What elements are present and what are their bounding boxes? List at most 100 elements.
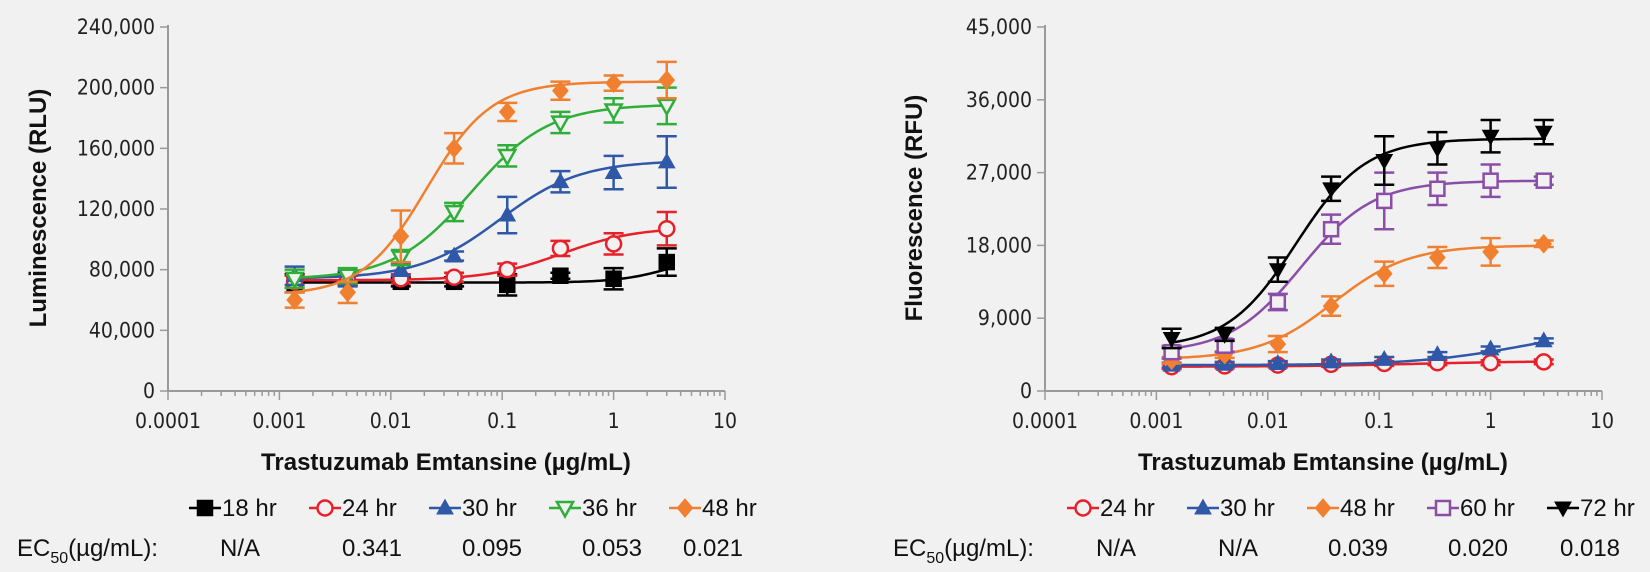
data-point bbox=[1268, 263, 1287, 280]
data-point bbox=[445, 246, 464, 263]
y-tick-label: 9,000 bbox=[978, 306, 1032, 330]
y-axis-title-left: Luminescence (RLU) bbox=[25, 89, 52, 328]
y-tick-label: 120,000 bbox=[77, 197, 155, 221]
series-30-hr bbox=[1161, 331, 1554, 372]
legend-item: 30 hr bbox=[429, 495, 517, 522]
legend-item: 24 hr bbox=[309, 495, 397, 522]
legend-label: 18 hr bbox=[222, 495, 277, 522]
y-tick-label: 240,000 bbox=[77, 15, 155, 39]
x-tick-label: 0.1 bbox=[1364, 409, 1394, 433]
y-tick-label: 27,000 bbox=[966, 161, 1032, 185]
legend-marker bbox=[196, 499, 214, 517]
legend-label: 48 hr bbox=[1340, 495, 1395, 522]
data-point bbox=[1481, 129, 1500, 146]
legend-item: 36 hr bbox=[549, 495, 637, 522]
data-point bbox=[339, 282, 357, 303]
data-point bbox=[1375, 263, 1393, 284]
legend-item: 30 hr bbox=[1187, 495, 1275, 522]
fit-curve bbox=[1169, 137, 1546, 345]
legend-marker bbox=[1434, 499, 1452, 517]
legend-left: 18 hr 24 hr 30 hr 36 hr 48 hr bbox=[189, 495, 757, 522]
axes bbox=[1044, 25, 1602, 392]
y-tick-label: 36,000 bbox=[966, 88, 1032, 112]
ec50-value: N/A bbox=[1218, 535, 1258, 562]
ec50-value: 0.053 bbox=[582, 535, 642, 562]
data-point bbox=[497, 148, 518, 167]
fluorescence-chart: Fluorescence (RFU) Trastuzumab Emtansine… bbox=[901, 15, 1614, 476]
data-point bbox=[604, 235, 623, 253]
data-point bbox=[605, 270, 622, 288]
data-point bbox=[1269, 334, 1287, 354]
data-point bbox=[1322, 182, 1341, 199]
data-point bbox=[1482, 172, 1499, 189]
legend-item: 72 hr bbox=[1547, 495, 1635, 522]
x-tick-label: 0.1 bbox=[487, 409, 517, 433]
x-tick-label: 0.001 bbox=[252, 409, 306, 433]
data-point bbox=[1429, 247, 1446, 268]
ec50-label: EC50(µg/mL): bbox=[893, 535, 1034, 567]
legend-marker bbox=[1074, 499, 1092, 517]
data-point bbox=[552, 267, 569, 284]
data-point bbox=[445, 138, 463, 159]
data-point bbox=[1375, 350, 1394, 366]
legend-label: 30 hr bbox=[462, 495, 517, 522]
legend-marker bbox=[1554, 501, 1572, 518]
ec50-value: 0.020 bbox=[1448, 535, 1508, 562]
legend-label: 60 hr bbox=[1460, 495, 1515, 522]
y-tick-label: 45,000 bbox=[966, 15, 1032, 39]
data-point bbox=[1162, 331, 1181, 348]
legend-marker bbox=[1314, 498, 1332, 518]
data-point bbox=[551, 239, 570, 258]
data-point bbox=[1322, 220, 1340, 238]
series-72-hr bbox=[1161, 118, 1554, 350]
legend-item: 24 hr bbox=[1067, 495, 1155, 522]
legend-item: 48 hr bbox=[1307, 495, 1395, 522]
data-point bbox=[1481, 339, 1500, 356]
data-point bbox=[552, 80, 569, 101]
legend-label: 72 hr bbox=[1580, 495, 1635, 522]
data-point bbox=[1269, 293, 1287, 311]
data-point bbox=[498, 102, 516, 122]
data-point bbox=[498, 276, 516, 294]
data-point bbox=[658, 253, 676, 271]
data-point bbox=[604, 163, 623, 180]
data-point bbox=[1481, 353, 1500, 372]
legend-item: 48 hr bbox=[669, 495, 757, 522]
y-tick-label: 18,000 bbox=[966, 233, 1032, 257]
data-point bbox=[392, 226, 410, 247]
ec50-value: 0.039 bbox=[1328, 535, 1388, 562]
data-point bbox=[550, 115, 571, 134]
x-tick-label: 0.01 bbox=[370, 409, 412, 433]
x-tick-label: 10 bbox=[713, 409, 737, 433]
ec50-value: 0.021 bbox=[683, 535, 743, 562]
y-tick-label: 40,000 bbox=[89, 318, 155, 342]
x-axis-title-right: Trastuzumab Emtansine (µg/mL) bbox=[1138, 449, 1508, 476]
y-tick-label: 0 bbox=[1020, 379, 1032, 403]
ec50-row-left: EC50(µg/mL): N/A 0.341 0.095 0.053 0.021 bbox=[17, 535, 743, 567]
y-tick-label: 200,000 bbox=[77, 76, 155, 100]
data-point bbox=[1482, 241, 1499, 262]
data-point bbox=[603, 103, 624, 122]
data-point bbox=[551, 172, 570, 189]
data-point bbox=[284, 271, 305, 290]
ec50-label: EC50(µg/mL): bbox=[17, 535, 158, 567]
data-point bbox=[1268, 354, 1287, 370]
data-point bbox=[498, 260, 516, 279]
legend-label: 36 hr bbox=[582, 495, 637, 522]
data-point bbox=[1375, 192, 1393, 210]
data-point bbox=[605, 73, 622, 93]
ec50-value: N/A bbox=[220, 535, 260, 562]
series-36-hr bbox=[284, 86, 677, 290]
ec50-value: 0.018 bbox=[1560, 535, 1620, 562]
data-point bbox=[1322, 296, 1340, 316]
data-point bbox=[656, 98, 677, 117]
x-tick-label: 1 bbox=[608, 409, 620, 433]
data-point bbox=[286, 290, 303, 310]
y-tick-label: 80,000 bbox=[89, 258, 155, 282]
data-point bbox=[1535, 172, 1553, 189]
y-tick-label: 0 bbox=[143, 379, 155, 403]
data-point bbox=[1535, 233, 1553, 254]
x-tick-label: 0.0001 bbox=[135, 409, 201, 433]
legend-label: 24 hr bbox=[342, 495, 397, 522]
